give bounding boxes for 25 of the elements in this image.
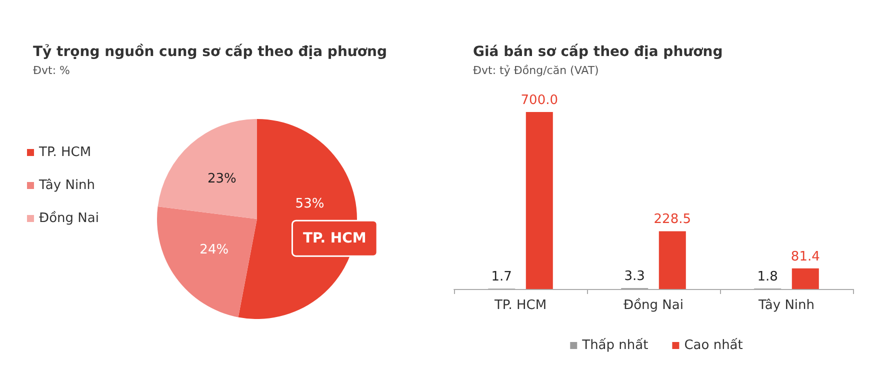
legend-label: Đồng Nai	[39, 210, 99, 226]
data-label: 228.5	[654, 212, 692, 228]
slice-label: TP. HCM	[302, 230, 366, 246]
bar	[658, 231, 686, 289]
data-label: 53%	[295, 196, 324, 212]
data-label: 81.4	[790, 249, 820, 264]
chart-title: Tỷ trọng nguồn cung sơ cấp theo địa phương	[33, 43, 387, 60]
x-tick-label: Tây Ninh	[757, 298, 815, 313]
data-label: 1.8	[757, 270, 778, 285]
legend-label: Thấp nhất	[581, 338, 648, 353]
data-label: 1.7	[491, 270, 512, 285]
chart-subtitle: Đvt: tỷ Đồng/căn (VAT)	[473, 64, 599, 77]
chart-subtitle: Đvt: %	[33, 64, 70, 77]
legend-label: Tây Ninh	[38, 178, 96, 193]
x-tick-label: Đồng Nai	[624, 297, 684, 313]
data-label: 3.3	[624, 269, 645, 284]
chart-title: Giá bán sơ cấp theo địa phương	[473, 43, 723, 60]
bar	[792, 268, 819, 289]
bar	[526, 112, 553, 289]
data-label: 23%	[207, 172, 236, 187]
data-label: 700.0	[520, 93, 558, 108]
legend-label: TP. HCM	[38, 145, 92, 160]
data-label: 24%	[200, 242, 229, 258]
x-tick-label: TP. HCM	[493, 298, 547, 313]
legend-label: Cao nhất	[684, 338, 743, 353]
